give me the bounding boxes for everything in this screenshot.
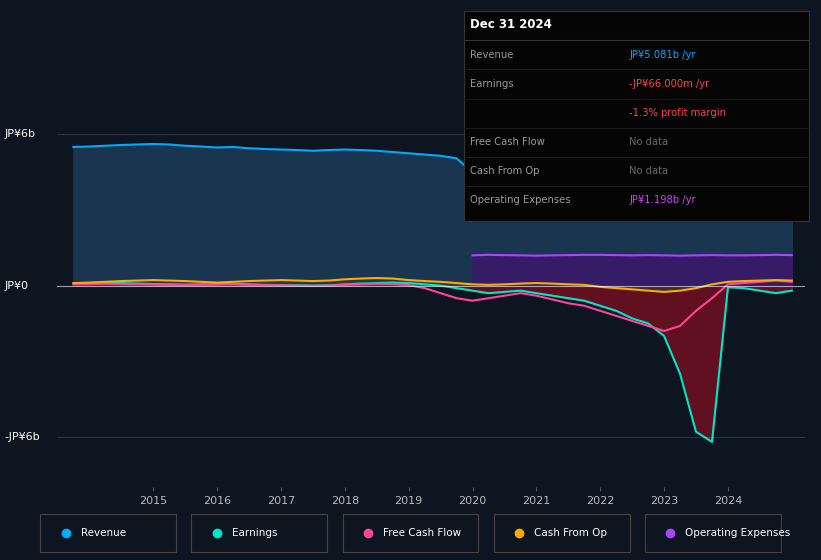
Text: Dec 31 2024: Dec 31 2024 xyxy=(470,18,553,31)
Text: Earnings: Earnings xyxy=(470,79,514,89)
Text: -1.3% profit margin: -1.3% profit margin xyxy=(630,108,727,118)
Text: Free Cash Flow: Free Cash Flow xyxy=(383,529,461,538)
Text: No data: No data xyxy=(630,137,668,147)
Text: Cash From Op: Cash From Op xyxy=(534,529,608,538)
Text: -JP¥66.000m /yr: -JP¥66.000m /yr xyxy=(630,79,709,89)
Text: Revenue: Revenue xyxy=(470,50,514,60)
Text: Operating Expenses: Operating Expenses xyxy=(686,529,791,538)
Text: JP¥6b: JP¥6b xyxy=(4,129,35,139)
Text: JP¥5.081b /yr: JP¥5.081b /yr xyxy=(630,50,696,60)
Text: Earnings: Earnings xyxy=(232,529,277,538)
Text: Revenue: Revenue xyxy=(81,529,126,538)
Text: No data: No data xyxy=(630,166,668,176)
Text: Operating Expenses: Operating Expenses xyxy=(470,195,571,206)
Text: -JP¥6b: -JP¥6b xyxy=(4,432,39,442)
Text: Free Cash Flow: Free Cash Flow xyxy=(470,137,545,147)
Text: JP¥0: JP¥0 xyxy=(4,281,28,291)
Text: Cash From Op: Cash From Op xyxy=(470,166,540,176)
Text: JP¥1.198b /yr: JP¥1.198b /yr xyxy=(630,195,696,206)
